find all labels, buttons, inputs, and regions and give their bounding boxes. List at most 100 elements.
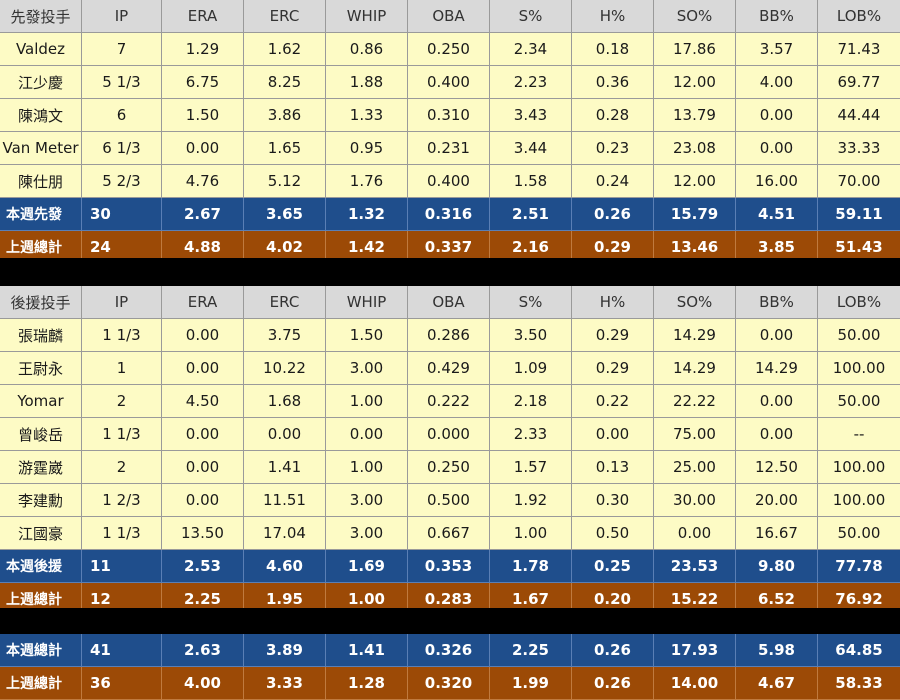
relievers-body: 後援投手 IP ERA ERC WHIP OBA S% H% SO% BB% LOB% 張瑞麟 1 1/… — [0, 286, 900, 616]
stat-cell: 1.00 — [326, 385, 408, 418]
stat-cell: 11 — [82, 550, 162, 583]
stat-cell: 0.00 — [654, 517, 736, 550]
pitcher-row: Yomar 2 4.50 1.68 1.00 0.222 2.18 0.22 22.22 0.00… — [0, 385, 900, 418]
stat-cell: 20.00 — [736, 484, 818, 517]
stat-cell: 5 2/3 — [82, 165, 162, 198]
stat-cell: 0.326 — [408, 634, 490, 667]
stat-cell: 59.11 — [818, 198, 900, 231]
stat-cell: 17.86 — [654, 33, 736, 66]
stat-cell: 2.33 — [490, 418, 572, 451]
stat-cell: 3.75 — [244, 319, 326, 352]
stat-cell: 1.28 — [326, 667, 408, 700]
stat-cell: 1 1/3 — [82, 319, 162, 352]
stat-cell: 3.50 — [490, 319, 572, 352]
row-label-cell: 上週總計 — [0, 667, 82, 700]
stat-cell: 0.250 — [408, 33, 490, 66]
stat-cell: 0.222 — [408, 385, 490, 418]
stat-cell: ERA — [162, 286, 244, 319]
stat-cell: 4.00 — [162, 667, 244, 700]
stat-cell: LOB% — [818, 286, 900, 319]
stat-cell: 0.25 — [572, 550, 654, 583]
stat-cell: 1.50 — [162, 99, 244, 132]
stat-cell: 1 1/3 — [82, 517, 162, 550]
stat-cell: 1 1/3 — [82, 418, 162, 451]
stat-cell: 0.320 — [408, 667, 490, 700]
header-row: 先發投手 IP ERA ERC WHIP OBA S% H% SO% BB% LOB% — [0, 0, 900, 33]
stat-cell: 75.00 — [654, 418, 736, 451]
stat-cell: 30 — [82, 198, 162, 231]
stat-cell: 1.09 — [490, 352, 572, 385]
stat-cell: 5.12 — [244, 165, 326, 198]
stat-cell: ERA — [162, 0, 244, 33]
stat-cell: 71.43 — [818, 33, 900, 66]
pitcher-row: 江少慶 5 1/3 6.75 8.25 1.88 0.400 2.23 0.36 12.00 4.… — [0, 66, 900, 99]
stat-cell: 0.00 — [162, 319, 244, 352]
stat-cell: 0.95 — [326, 132, 408, 165]
stat-cell: 1.50 — [326, 319, 408, 352]
stat-cell: 1.32 — [326, 198, 408, 231]
section-divider — [0, 258, 900, 286]
stat-cell: IP — [82, 0, 162, 33]
stat-cell: 25.00 — [654, 451, 736, 484]
stat-cell: 14.29 — [736, 352, 818, 385]
stat-cell: SO% — [654, 286, 736, 319]
stat-cell: 2.51 — [490, 198, 572, 231]
stat-cell: 11.51 — [244, 484, 326, 517]
stat-cell: 3.00 — [326, 352, 408, 385]
row-label-cell: 陳鴻文 — [0, 99, 82, 132]
row-label-cell: 陳仕朋 — [0, 165, 82, 198]
stat-cell: 0.667 — [408, 517, 490, 550]
stat-cell: 64.85 — [818, 634, 900, 667]
stat-cell: 0.353 — [408, 550, 490, 583]
pitcher-row: 王尉永 1 0.00 10.22 3.00 0.429 1.09 0.29 14.29 14.29… — [0, 352, 900, 385]
row-label-cell: 游霆崴 — [0, 451, 82, 484]
stat-cell: 77.78 — [818, 550, 900, 583]
this-week-relievers-row: 本週後援 11 2.53 4.60 1.69 0.353 1.78 0.25 23.53 9.80… — [0, 550, 900, 583]
stat-cell: 1.62 — [244, 33, 326, 66]
row-label-cell: 本週先發 — [0, 198, 82, 231]
stat-cell: SO% — [654, 0, 736, 33]
row-label-cell: 江少慶 — [0, 66, 82, 99]
stat-cell: 23.08 — [654, 132, 736, 165]
stat-cell: 6.75 — [162, 66, 244, 99]
stat-cell: S% — [490, 0, 572, 33]
stat-cell: 41 — [82, 634, 162, 667]
this-week-total-row: 本週總計 41 2.63 3.89 1.41 0.326 2.25 0.26 17.93 5.98… — [0, 634, 900, 667]
row-label-cell: 李建勳 — [0, 484, 82, 517]
stat-cell: 4.00 — [736, 66, 818, 99]
stat-cell: 69.77 — [818, 66, 900, 99]
stat-cell: 2.53 — [162, 550, 244, 583]
this-week-starters-row: 本週先發 30 2.67 3.65 1.32 0.316 2.51 0.26 15.79 4.51… — [0, 198, 900, 231]
stat-cell: 16.67 — [736, 517, 818, 550]
stat-cell: 4.51 — [736, 198, 818, 231]
stat-cell: 50.00 — [818, 385, 900, 418]
stat-cell: 70.00 — [818, 165, 900, 198]
starters-table: 先發投手 IP ERA ERC WHIP OBA S% H% SO% BB% LOB% Valdez 7… — [0, 0, 900, 264]
stat-cell: 12.50 — [736, 451, 818, 484]
stat-cell: 3.65 — [244, 198, 326, 231]
stat-cell: 1.29 — [162, 33, 244, 66]
stat-cell: 1.00 — [326, 451, 408, 484]
stat-cell: 1.57 — [490, 451, 572, 484]
stat-cell: 0.00 — [162, 418, 244, 451]
relievers-table: 後援投手 IP ERA ERC WHIP OBA S% H% SO% BB% LOB% 張瑞麟 1 1/… — [0, 286, 900, 616]
stat-cell: 0.00 — [244, 418, 326, 451]
stat-cell: 0.29 — [572, 352, 654, 385]
row-label-cell: 本週總計 — [0, 634, 82, 667]
stat-cell: 0.50 — [572, 517, 654, 550]
stat-cell: 5.98 — [736, 634, 818, 667]
stat-cell: 4.60 — [244, 550, 326, 583]
stat-cell: 0.23 — [572, 132, 654, 165]
stat-cell: 0.22 — [572, 385, 654, 418]
stat-cell: IP — [82, 286, 162, 319]
stat-cell: LOB% — [818, 0, 900, 33]
stat-cell: 50.00 — [818, 319, 900, 352]
stat-cell: H% — [572, 0, 654, 33]
stat-cell: 0.29 — [572, 319, 654, 352]
stat-cell: 15.79 — [654, 198, 736, 231]
row-label-cell: Yomar — [0, 385, 82, 418]
stat-cell: S% — [490, 286, 572, 319]
stat-cell: 7 — [82, 33, 162, 66]
section-divider — [0, 608, 900, 634]
stat-cell: 0.00 — [736, 99, 818, 132]
